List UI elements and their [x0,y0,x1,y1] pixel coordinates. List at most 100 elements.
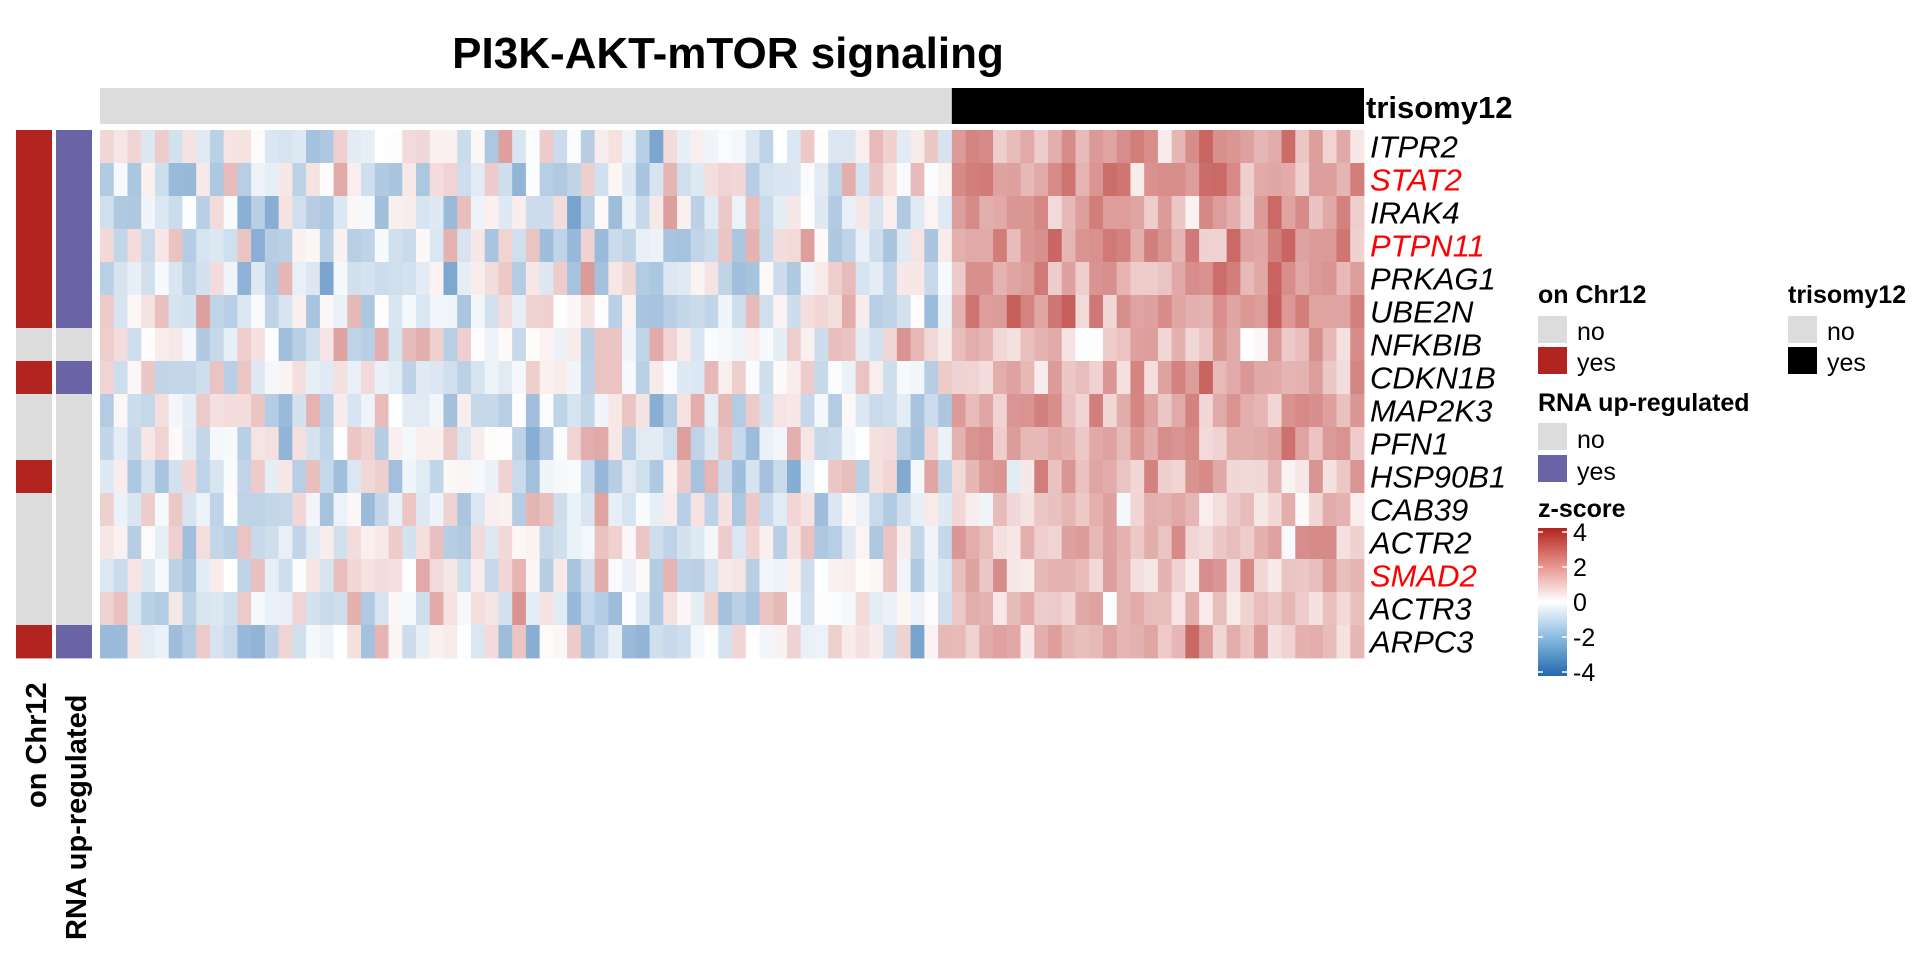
heatmap-cell [704,229,719,263]
heatmap-cell [209,460,225,494]
heatmap-cell [278,625,293,659]
heatmap-cell [443,130,458,164]
on-chr12-cell [16,592,52,626]
heatmap-cell [223,559,238,593]
on-chr12-cell [16,229,52,263]
heatmap-cell [745,526,760,560]
on-chr12-cell [16,361,52,395]
heatmap-cell [237,328,252,362]
heatmap-cell [374,130,389,164]
heatmap-cell [470,427,486,461]
heatmap-cell [141,328,156,362]
heatmap-cell [814,526,829,560]
heatmap-cell [979,262,994,296]
on-chr12-cell [16,526,52,560]
heatmap-cell [896,229,912,263]
heatmap-cell [484,196,499,230]
heatmap-cell [1144,526,1159,560]
heatmap-cell [1212,262,1228,296]
heatmap-cell [264,361,280,395]
heatmap-cell [361,196,376,230]
heatmap-cell [539,130,554,164]
heatmap-cell [677,229,692,263]
heatmap-cell [1322,559,1337,593]
heatmap-cell [154,427,170,461]
heatmap-cell [828,163,843,197]
legend-trisomy12-yes-swatch [1788,347,1817,374]
heatmap-cell [580,460,596,494]
heatmap-cell [745,460,760,494]
heatmap-cell [196,229,211,263]
heatmap-cell [1254,262,1269,296]
heatmap-cell [814,361,829,395]
heatmap-cell [1322,625,1337,659]
heatmap-cell [374,427,389,461]
heatmap-cell [525,526,541,560]
heatmap-cell [1185,625,1200,659]
heatmap-cell [828,559,843,593]
heatmap-cell [786,361,802,395]
heatmap-cell [1034,460,1049,494]
heatmap-cell [443,163,458,197]
heatmap-cell [1075,625,1090,659]
heatmap-cell [292,295,307,329]
heatmap-cell [786,394,802,428]
heatmap-cell [525,625,541,659]
heatmap-cell [883,427,898,461]
chart-title: PI3K-AKT-mTOR signaling [452,29,1004,78]
heatmap-cell [1267,493,1282,527]
heatmap-cell [1157,526,1173,560]
heatmap-cell [457,262,472,296]
heatmap-cell [553,229,568,263]
heatmap-cell [635,229,650,263]
heatmap-cell [677,295,692,329]
heatmap-cell [484,328,499,362]
heatmap-cell [690,526,705,560]
heatmap-cell [814,427,829,461]
heatmap-cell [1350,460,1365,494]
heatmap-cell [704,328,719,362]
heatmap-cell [1185,130,1200,164]
heatmap-cell [690,295,705,329]
heatmap-cell [196,196,211,230]
heatmap-cell [855,592,870,626]
heatmap-cell [168,328,183,362]
heatmap-cell [1212,328,1228,362]
heatmap-cell [1034,592,1049,626]
heatmap-cell [470,493,486,527]
heatmap-cell [993,559,1008,593]
heatmap-cell [828,262,843,296]
heatmap-cell [319,493,334,527]
heatmap-cell [443,229,458,263]
heatmap-cell [1309,493,1324,527]
heatmap-cell [869,361,884,395]
heatmap-cell [1171,493,1186,527]
heatmap-cell [168,592,183,626]
heatmap-cell [567,229,582,263]
heatmap-cell [141,460,156,494]
heatmap-cell [1185,394,1200,428]
heatmap-cell [1226,262,1241,296]
heatmap-cell [347,163,362,197]
heatmap-cell [1281,493,1296,527]
heatmap-cell [333,427,348,461]
on-chr12-cell [16,295,52,329]
heatmap-cell [1171,625,1186,659]
heatmap-cell [580,427,596,461]
heatmap-cell [718,592,733,626]
heatmap-cell [924,559,939,593]
heatmap-cell [1144,427,1159,461]
heatmap-cell [319,262,334,296]
heatmap-cell [883,196,898,230]
heatmap-cell [745,361,760,395]
heatmap-cell [100,592,115,626]
heatmap-cell [938,460,953,494]
heatmap-cell [594,130,609,164]
heatmap-cell [580,592,596,626]
heatmap-cell [1034,559,1049,593]
heatmap-cell [910,196,925,230]
heatmap-cell [814,394,829,428]
heatmap-cell [264,427,280,461]
heatmap-cell [264,493,280,527]
